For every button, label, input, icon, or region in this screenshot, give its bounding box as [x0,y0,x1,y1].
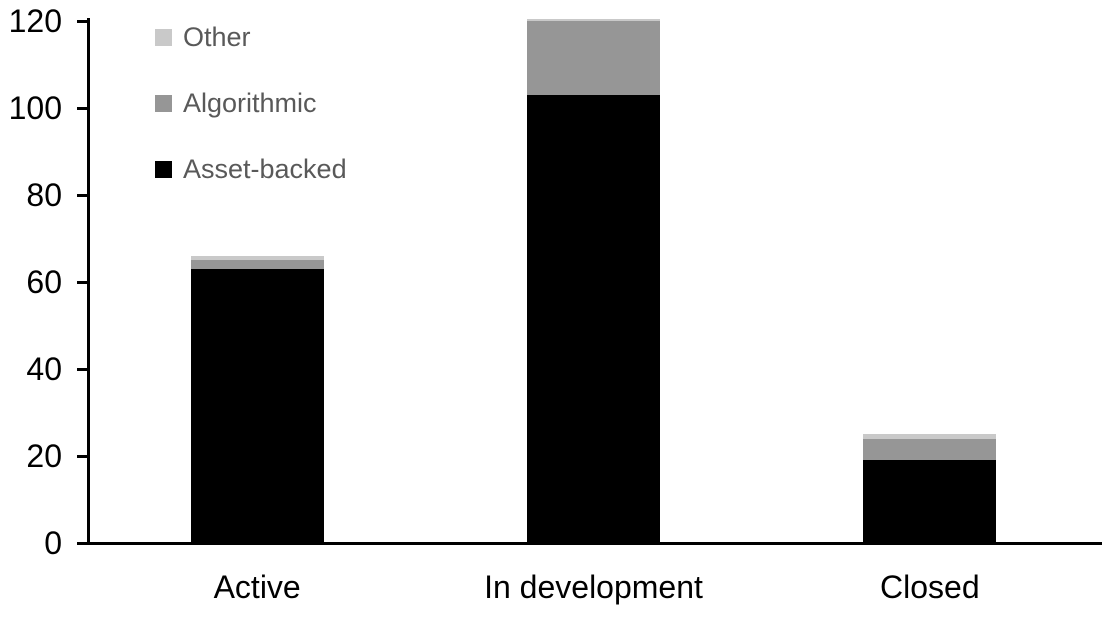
legend-entry-asset-backed: Asset-backed [155,152,347,186]
legend-swatch-icon [155,28,172,46]
x-axis-line [77,542,1102,545]
y-axis-tick-label: 100 [8,90,62,126]
bar-active [190,255,324,543]
y-axis-tick-label: 120 [8,3,62,39]
y-axis-tick [77,542,89,545]
bar-segment-other [190,255,324,261]
y-axis-tick-label: 20 [26,438,62,474]
bar-segment-algorithmic [190,260,324,269]
legend-swatch-icon [155,94,172,112]
bar-segment-asset-backed [863,460,997,543]
y-axis-tick [77,194,89,197]
bar-segment-other [527,18,660,22]
y-axis-tick [77,281,89,284]
legend-entry-algorithmic: Algorithmic [155,86,317,120]
legend-label: Other [183,21,251,52]
bar-segment-asset-backed [190,268,324,543]
y-axis-tick-label: 80 [26,177,62,213]
category-label: Closed [880,569,980,605]
bar-segment-other [863,434,997,439]
legend-label: Algorithmic [183,87,317,118]
y-axis-tick-label: 40 [26,351,62,387]
legend-swatch-icon [155,160,172,178]
legend-entry-other: Other [155,20,251,54]
y-axis-tick-label: 0 [44,525,62,561]
bar-closed [863,434,997,543]
category-label: In development [484,569,703,605]
bar-in-development [527,18,660,543]
y-axis-tick [77,368,89,371]
legend-label: Asset-backed [183,153,347,184]
y-axis-tick [77,455,89,458]
bar-segment-algorithmic [863,438,997,461]
category-label: Active [213,569,301,605]
y-axis-tick [77,20,89,23]
y-axis-tick-label: 60 [26,264,62,300]
bar-segment-asset-backed [527,94,660,543]
y-axis-tick [77,107,89,110]
bar-segment-algorithmic [527,21,660,95]
